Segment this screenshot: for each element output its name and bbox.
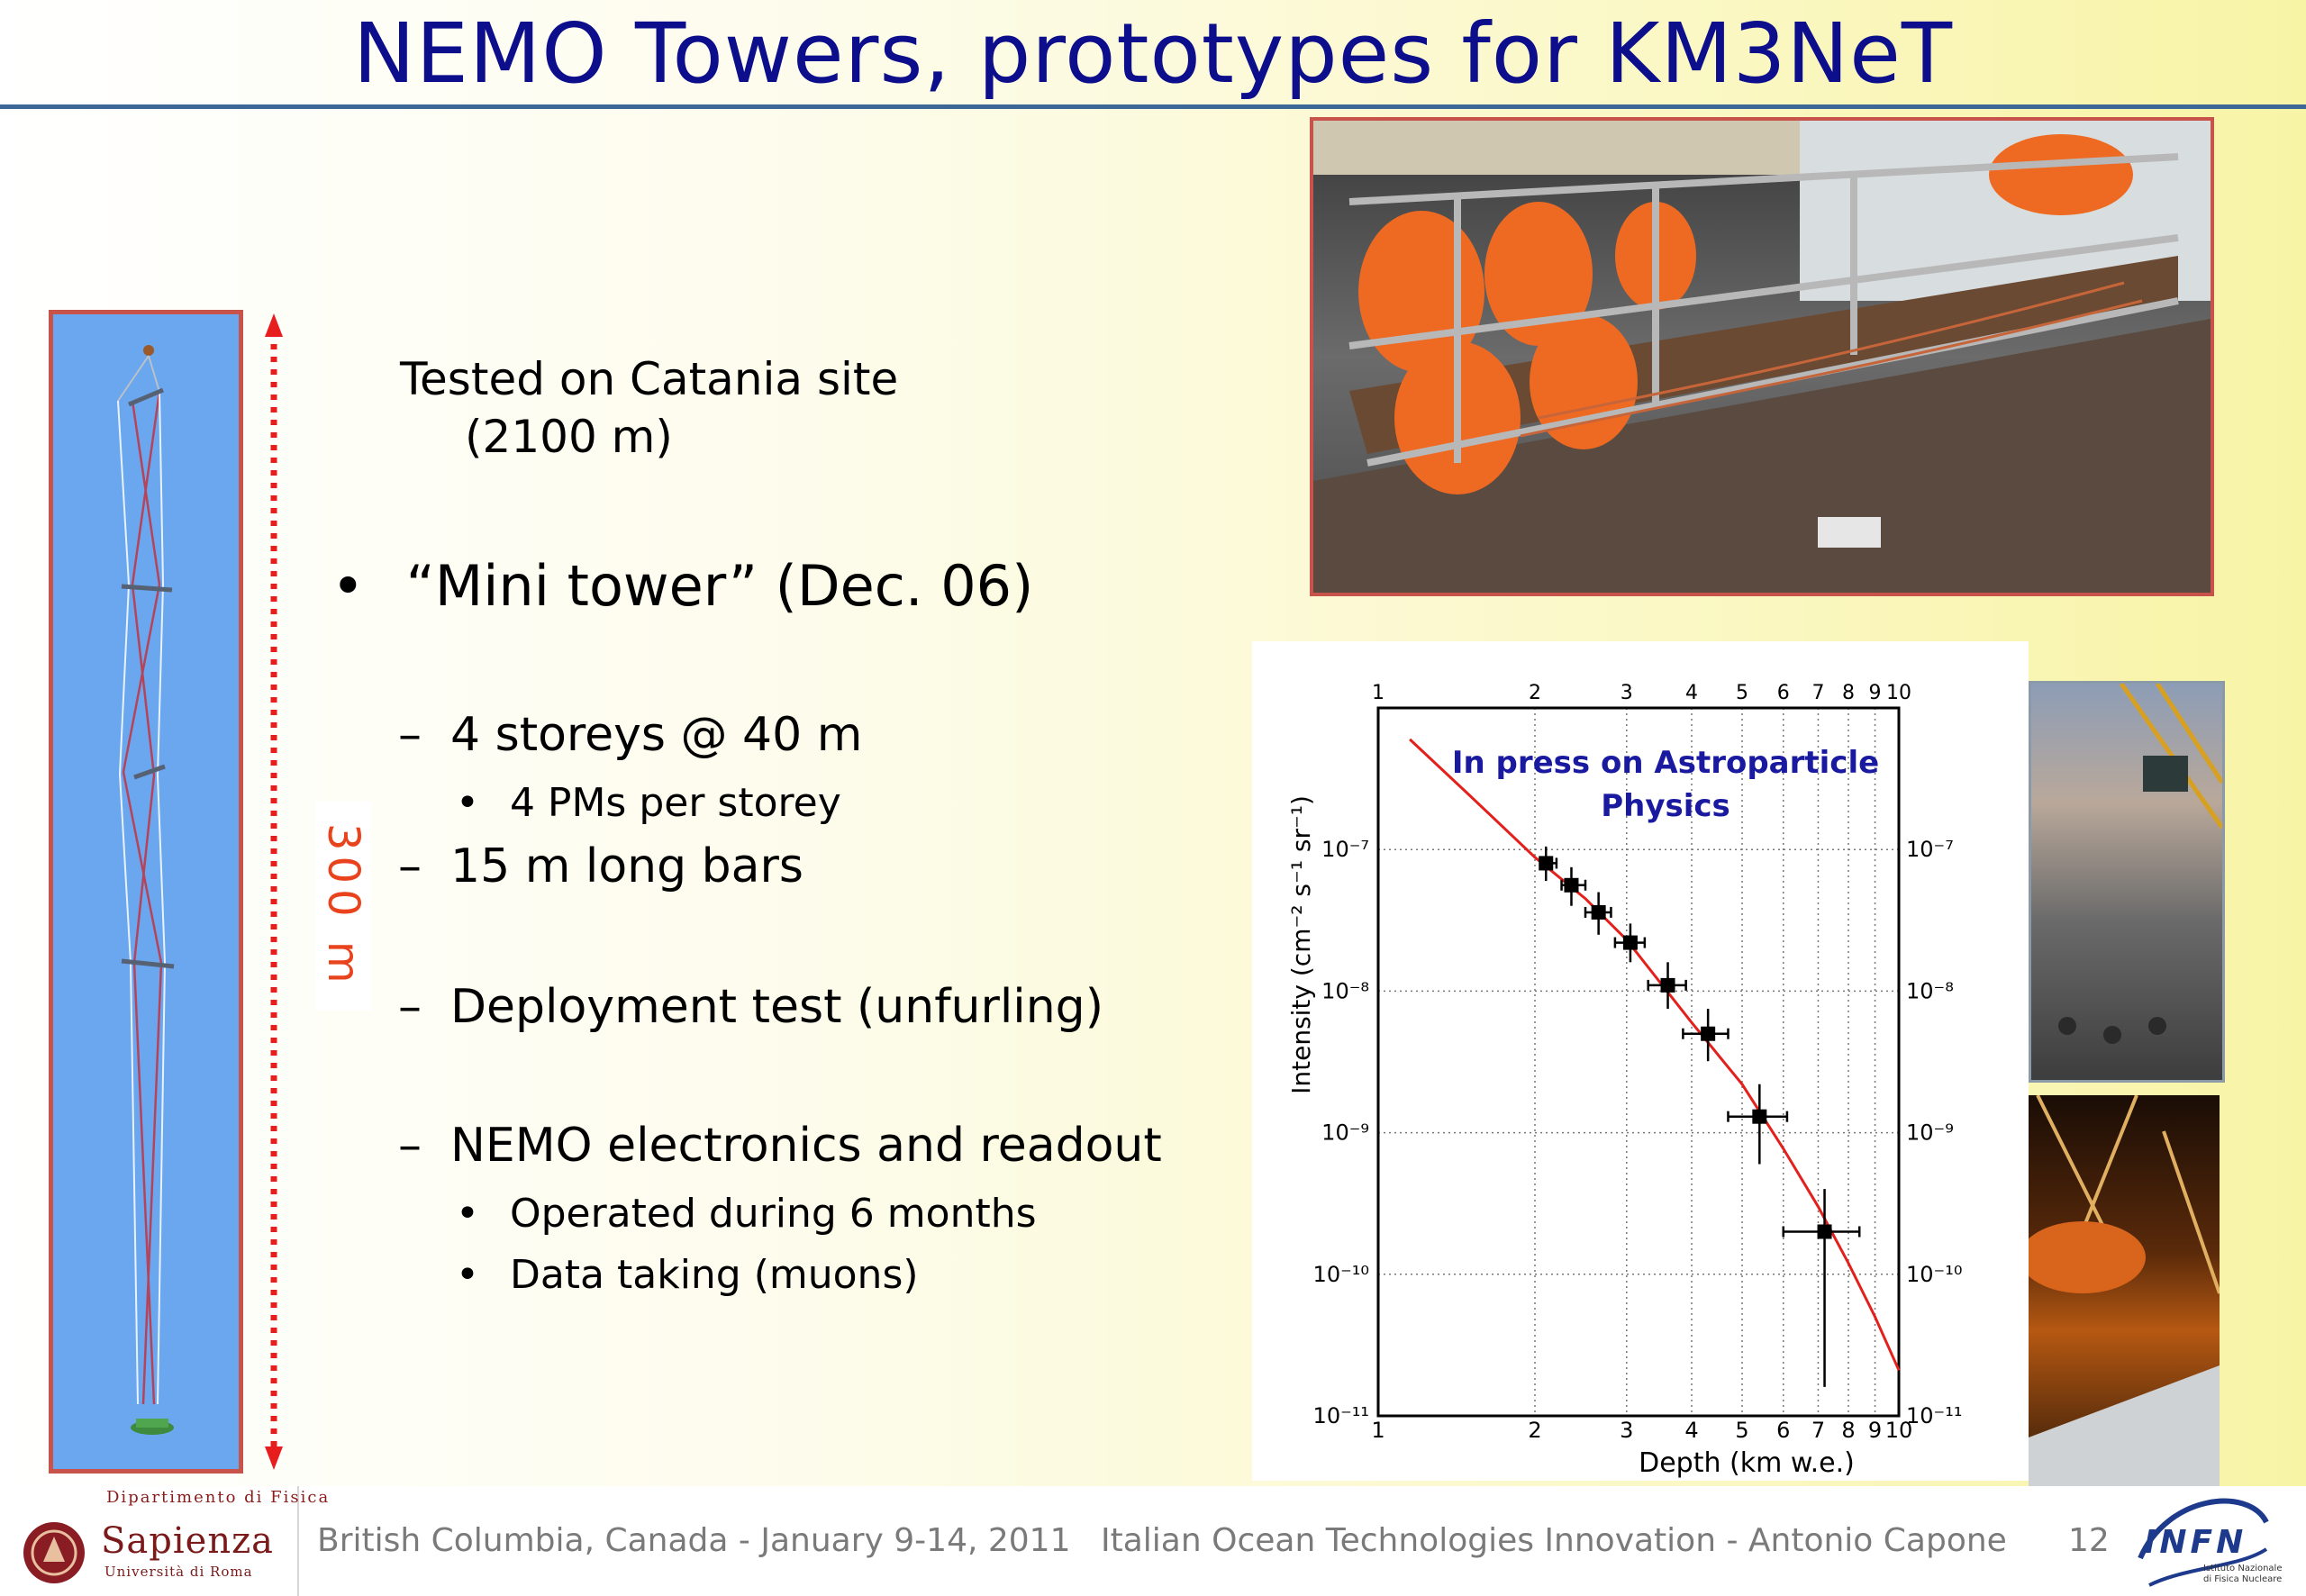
y-tick-label-right: 10⁻⁷	[1906, 837, 1954, 862]
x-tick-label-top: 1	[1372, 682, 1385, 704]
tower-storeys-photo-drawing	[1313, 121, 2211, 593]
deployment-photo-drawing	[2058, 684, 2222, 1044]
catania-site-line: Tested on Catania site	[400, 353, 899, 405]
bullet-mini-tower-text: “Mini tower” (Dec. 06)	[405, 553, 1034, 619]
night-deployment-photo-drawing	[2029, 1095, 2220, 1488]
list-item-text: 15 m long bars	[450, 839, 803, 893]
y-tick-label-right: 10⁻⁸	[1906, 978, 1954, 1003]
list-item: –15 m long bars	[398, 839, 803, 893]
data-point	[1752, 1109, 1767, 1124]
list-item-text: 4 PMs per storey	[509, 780, 841, 826]
x-tick-label-top: 5	[1736, 682, 1748, 704]
plot-annotation-line1: In press on Astroparticle	[1452, 745, 1879, 781]
x-tick-label: 7	[1811, 1418, 1825, 1443]
fit-curve	[1409, 738, 1901, 1371]
x-tick-label-top: 8	[1842, 682, 1855, 704]
list-item-text: Operated during 6 months	[509, 1191, 1037, 1237]
list-item: – NEMO electronics and readout	[398, 1119, 1162, 1173]
sapienza-subtitle: Università di Roma	[104, 1564, 253, 1580]
plot-canvas: 112233445566778899101010⁻¹¹10⁻¹⁰10⁻⁹10⁻⁸…	[1286, 682, 1962, 1479]
footer-event: British Columbia, Canada - January 9-14,…	[317, 1522, 1071, 1559]
list-item: – Deployment test (unfurling)	[398, 980, 1103, 1034]
y-tick-label: 10⁻¹⁰	[1313, 1262, 1369, 1287]
list-item-text: 4 storeys @ 40 m	[450, 708, 863, 762]
data-point	[1660, 977, 1675, 993]
x-tick-label: 1	[1371, 1418, 1385, 1443]
x-tick-label-top: 4	[1685, 682, 1698, 704]
bullet-marker: •	[456, 1252, 479, 1298]
data-point	[1622, 935, 1638, 950]
y-tick-label: 10⁻¹¹	[1313, 1403, 1369, 1428]
bullet-mini-tower: • “Mini tower” (Dec. 06)	[331, 553, 1033, 619]
x-tick-label: 3	[1620, 1418, 1633, 1443]
list-item-text: Data taking (muons)	[509, 1252, 919, 1298]
footer	[0, 1486, 2306, 1596]
dash-marker: –	[398, 980, 422, 1034]
tower-drawing	[117, 345, 175, 1435]
x-axis-label: Depth (km w.e.)	[1639, 1447, 1855, 1479]
x-tick-label: 9	[1868, 1418, 1882, 1443]
x-tick-label: 4	[1684, 1418, 1698, 1443]
plot-frame	[1376, 706, 1901, 1418]
x-tick-label-top: 7	[1811, 682, 1824, 704]
list-item-text: Deployment test (unfurling)	[450, 980, 1103, 1034]
height-label: 300 m	[318, 823, 368, 989]
x-tick-label: 8	[1841, 1418, 1855, 1443]
dash-marker: –	[398, 708, 422, 762]
data-point	[1591, 904, 1606, 920]
bullet-marker: •	[456, 780, 479, 826]
x-tick-label-top: 3	[1621, 682, 1633, 704]
department-label: Dipartimento di Fisica	[106, 1488, 331, 1507]
bullet-marker: •	[456, 1191, 479, 1237]
list-item: –4 storeys @ 40 m	[398, 708, 862, 762]
infn-subtitle-line1: Istituto Nazionale	[2203, 1564, 2283, 1573]
x-tick-label: 2	[1528, 1418, 1541, 1443]
infn-subtitle-line2: di Fisica Nucleare	[2203, 1574, 2283, 1584]
infn-subtitle: Istituto Nazionale di Fisica Nucleare	[2203, 1564, 2283, 1585]
tower-illustration	[49, 310, 243, 1474]
sapienza-logo-text: Sapienza	[101, 1520, 275, 1562]
x-tick-label: 5	[1735, 1418, 1748, 1443]
x-tick-label-top: 10	[1886, 682, 1911, 704]
data-point	[1564, 877, 1579, 893]
slide-title: NEMO Towers, prototypes for KM3NeT	[352, 5, 1954, 102]
list-item-text: NEMO electronics and readout	[450, 1119, 1162, 1173]
bullet-marker: •	[331, 553, 365, 619]
plot-annotation-line2: Physics	[1601, 788, 1730, 824]
y-tick-label-right: 10⁻¹⁰	[1906, 1262, 1962, 1287]
x-tick-label-top: 2	[1529, 682, 1541, 704]
data-point	[1817, 1224, 1832, 1239]
y-tick-label: 10⁻⁷	[1321, 837, 1369, 862]
night-deployment-photo	[2029, 1095, 2220, 1488]
x-tick-label: 10	[1885, 1418, 1913, 1443]
x-tick-label-top: 9	[1869, 682, 1882, 704]
deployment-photo	[2029, 681, 2225, 1083]
data-point	[1701, 1026, 1716, 1041]
infn-logo-text: INFN	[2144, 1524, 2247, 1561]
sapienza-seal-icon	[23, 1522, 85, 1583]
x-tick-label-top: 6	[1777, 682, 1790, 704]
footer-talk: Italian Ocean Technologies Innovation - …	[1101, 1522, 2007, 1559]
y-tick-label-right: 10⁻¹¹	[1906, 1403, 1962, 1428]
infn-logo-icon	[2138, 1498, 2269, 1587]
title-underline	[0, 104, 2306, 109]
dash-marker: –	[398, 1119, 422, 1173]
y-tick-label: 10⁻⁸	[1321, 978, 1369, 1003]
height-arrow	[265, 313, 283, 1470]
dash-marker: –	[398, 839, 422, 893]
y-axis-label: Intensity (cm⁻² s⁻¹ sr⁻¹)	[1286, 795, 1316, 1094]
data-point	[1539, 856, 1554, 871]
tower-storeys-photo	[1310, 117, 2214, 596]
y-tick-label: 10⁻⁹	[1321, 1120, 1369, 1146]
x-tick-label: 6	[1776, 1418, 1790, 1443]
list-item: • 4 PMs per storey	[456, 780, 841, 826]
catania-depth-line: (2100 m)	[465, 411, 673, 463]
page-number: 12	[2068, 1522, 2110, 1559]
list-item: • Data taking (muons)	[456, 1252, 919, 1298]
y-tick-label-right: 10⁻⁹	[1906, 1120, 1954, 1146]
height-label-background	[315, 802, 371, 1011]
muon-intensity-plot: 1 1 2 2 3 3 4 4 5 5 6 6 7 7 8 8 9 9 10 10 10⁻¹¹ 10⁻¹⁰ 10⁻⁹ 10⁻⁸…	[1252, 641, 2029, 1481]
footer-separator	[297, 1486, 299, 1596]
list-item: • Operated during 6 months	[456, 1191, 1037, 1237]
